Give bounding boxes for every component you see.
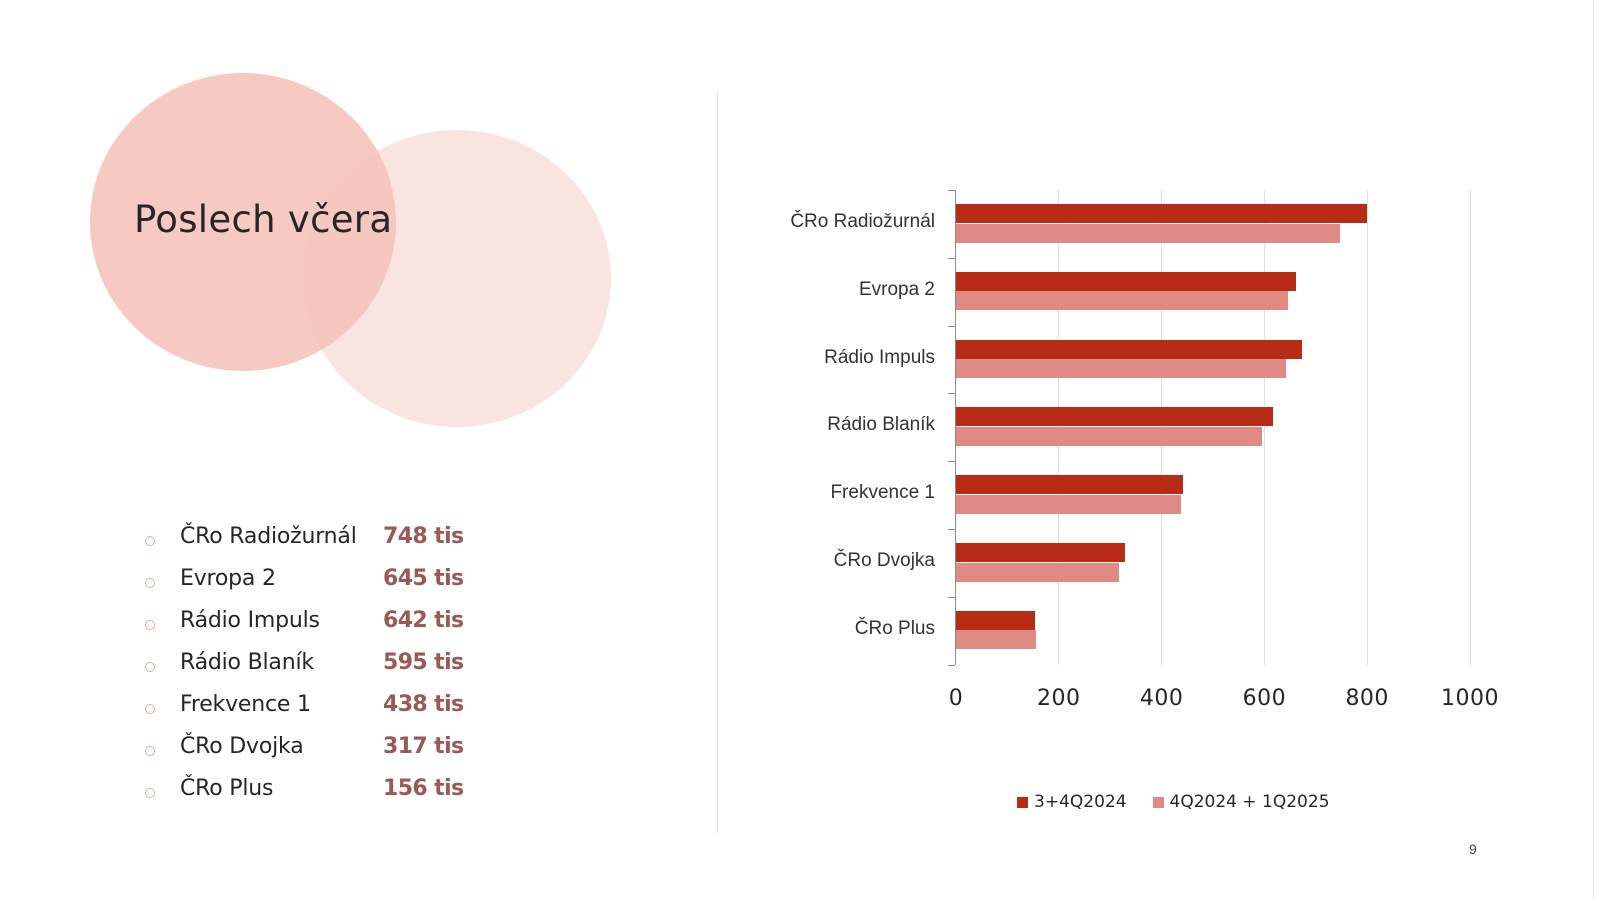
y-tick-mark [948,665,955,666]
bullet-circle-icon [145,578,155,588]
legend-item-series-1: 3+4Q2024 [1017,792,1127,812]
legend-swatch-icon [1017,796,1028,808]
gridline [1263,190,1265,665]
x-tick-label: 800 [1345,686,1389,711]
station-name: Rádio Blaník [180,650,314,675]
category-label: Frekvence 1 [830,482,935,503]
bar-series-2 [956,630,1036,649]
bar-series-1 [956,272,1296,291]
category-label: Rádio Blaník [827,414,935,435]
y-tick-mark [948,258,955,259]
bar-series-2 [956,495,1181,514]
bar-series-2 [956,563,1119,582]
list-item: Evropa 2 645 tis [142,566,482,608]
bar-series-1 [956,611,1035,630]
station-value: 595 tis [383,650,464,675]
legend-label: 4Q2024 + 1Q2025 [1169,792,1330,812]
bullet-circle-icon [145,788,155,798]
category-label: ČRo Dvojka [833,550,935,571]
list-item: ČRo Radiožurnál 748 tis [142,524,482,566]
station-name: ČRo Plus [180,776,274,801]
decorative-circle-primary [90,73,396,371]
bar-series-2 [956,291,1288,310]
bar-series-1 [956,340,1302,359]
station-value: 748 tis [383,524,464,549]
station-list: ČRo Radiožurnál 748 tis Evropa 2 645 tis… [142,524,482,818]
list-item: Rádio Blaník 595 tis [142,650,482,692]
station-name: Frekvence 1 [180,692,311,717]
category-label: Rádio Impuls [824,347,935,368]
bar-series-1 [956,407,1273,426]
station-value: 438 tis [383,692,464,717]
gridline [1366,190,1368,665]
list-item: ČRo Plus 156 tis [142,776,482,818]
station-value: 156 tis [383,776,464,801]
y-axis-line [955,190,956,665]
list-item: ČRo Dvojka 317 tis [142,734,482,776]
bar-series-2 [956,427,1262,446]
legend-label: 3+4Q2024 [1034,792,1127,812]
y-tick-mark [948,393,955,394]
station-name: ČRo Dvojka [180,734,304,759]
x-tick-label: 400 [1139,686,1184,711]
category-label: ČRo Radiožurnál [790,211,935,232]
y-tick-mark [948,326,955,327]
station-name: Evropa 2 [180,566,276,591]
slide-edge [1593,0,1594,900]
chart-legend: 3+4Q2024 4Q2024 + 1Q2025 [1017,792,1356,812]
station-value: 645 tis [383,566,464,591]
bar-series-1 [956,475,1183,494]
y-tick-mark [948,529,955,530]
x-tick-label: 1000 [1441,686,1499,711]
vertical-divider [717,91,718,833]
slide-title: Poslech včera [134,198,393,241]
bar-series-2 [956,359,1286,378]
x-tick-label: 200 [1037,686,1081,711]
category-label: Evropa 2 [858,279,935,300]
bullet-circle-icon [145,746,155,756]
y-tick-mark [948,461,955,462]
bar-series-2 [956,224,1340,243]
y-tick-mark [948,190,955,191]
station-value: 642 tis [383,608,464,633]
page-number: 9 [1469,841,1477,857]
legend-item-series-2: 4Q2024 + 1Q2025 [1152,792,1330,812]
bullet-circle-icon [145,620,155,630]
category-label: ČRo Plus [854,618,935,639]
bar-series-1 [956,204,1367,223]
bullet-circle-icon [145,662,155,672]
list-item: Rádio Impuls 642 tis [142,608,482,650]
legend-swatch-icon [1152,796,1164,808]
bullet-circle-icon [145,536,155,546]
x-tick-label: 0 [948,686,964,711]
decorative-circle-secondary [303,130,611,427]
x-tick-label: 600 [1242,686,1287,711]
y-tick-mark [948,597,955,598]
gridline [1469,190,1471,665]
station-value: 317 tis [383,734,464,759]
bar-series-1 [956,543,1125,562]
station-name: ČRo Radiožurnál [180,524,357,549]
station-name: Rádio Impuls [180,608,320,633]
bullet-circle-icon [145,704,155,714]
list-item: Frekvence 1 438 tis [142,692,482,734]
